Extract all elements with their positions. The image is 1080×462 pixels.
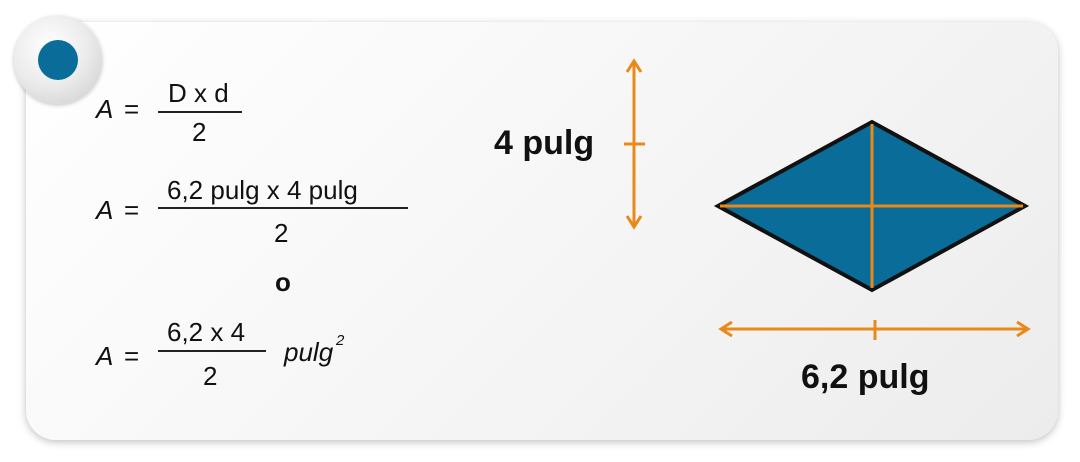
f2-denominator: 2 bbox=[274, 218, 289, 248]
f3-denominator: 2 bbox=[203, 361, 218, 391]
rhombus-diagonals bbox=[720, 124, 1023, 288]
f2-fraction-bar bbox=[158, 207, 408, 209]
vertical-dimension-label: 4 pulg bbox=[494, 124, 595, 162]
f1-area-symbol: A bbox=[96, 94, 114, 124]
f1-fraction-bar bbox=[158, 111, 242, 113]
vertical-arrow-bottom-head bbox=[625, 215, 643, 230]
f2-area-symbol: A bbox=[96, 195, 114, 225]
f3-equals: = bbox=[124, 341, 140, 371]
f1-equals: = bbox=[124, 94, 140, 124]
f3-area-symbol: A bbox=[96, 341, 114, 371]
horizontal-arrow-left-head bbox=[718, 320, 733, 338]
f1-numerator: D x d bbox=[168, 78, 229, 108]
f3-numerator: 6,2 x 4 bbox=[167, 317, 246, 347]
connector-text: o bbox=[275, 267, 291, 297]
f3-fraction-bar bbox=[158, 350, 266, 352]
f3-unit: pulg bbox=[284, 337, 334, 367]
horizontal-dimension-label: 6,2 pulg bbox=[801, 358, 930, 396]
vertical-dimension-arrow bbox=[624, 58, 645, 230]
f3-exponent: 2 bbox=[336, 332, 345, 349]
f2-equals: = bbox=[124, 195, 140, 225]
f2-numerator: 6,2 pulg x 4 pulg bbox=[167, 175, 358, 205]
vertical-arrow-top-head bbox=[625, 58, 643, 73]
horizontal-arrow-right-head bbox=[1016, 320, 1031, 338]
horizontal-dimension-arrow bbox=[718, 320, 1031, 340]
badge-dot-icon bbox=[38, 40, 78, 80]
badge bbox=[14, 16, 102, 104]
f1-denominator: 2 bbox=[192, 117, 207, 147]
